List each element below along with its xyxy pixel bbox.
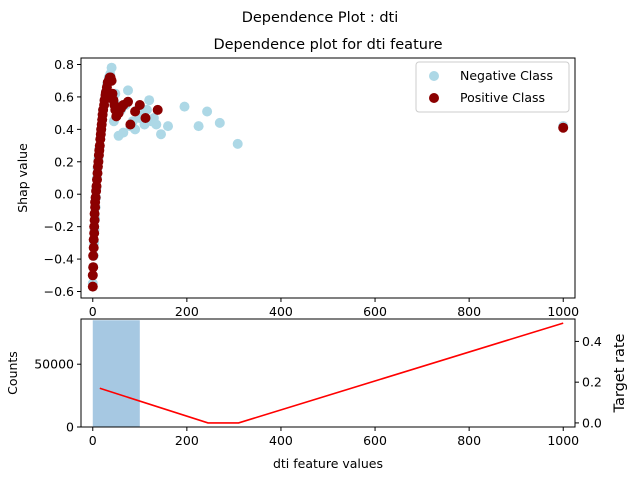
scatter-point-negative: [123, 85, 133, 96]
scatter-point-negative: [214, 117, 225, 128]
scatter-y-tick-label: −0.2: [44, 219, 74, 234]
figure-suptitle: Dependence Plot : dti: [242, 10, 399, 26]
scatter-point-positive: [106, 75, 117, 86]
scatter-point-negative: [141, 104, 152, 115]
scatter-point-negative: [179, 101, 190, 112]
bottom-x-label: dti feature values: [273, 456, 383, 471]
bottom-panel: 0 50000 0.0 0.2 0.4 0 200 400 600 800 1000 Count…: [5, 318, 628, 471]
legend-marker-negative: [429, 71, 439, 81]
legend-box: [415, 61, 570, 113]
scatter-x-tick-label: 800: [457, 304, 481, 319]
scatter-x-tick-label: 1000: [547, 304, 579, 319]
scatter-point-negative: [163, 121, 173, 132]
scatter-x-axis: 0 200 400 600 800 1000: [89, 298, 579, 319]
scatter-y-tick-label: 0.0: [54, 187, 74, 202]
scatter-point-negative: [151, 119, 162, 130]
scatter-point-positive: [134, 100, 145, 110]
legend-label-negative: Negative Class: [460, 68, 553, 83]
scatter-point-positive: [87, 281, 98, 292]
scatter-point-positive: [87, 270, 98, 281]
target-rate-y-tick-label: 0.4: [582, 334, 602, 349]
bottom-x-tick-label: 200: [175, 433, 199, 448]
scatter-y-tick-label: 0.2: [54, 154, 74, 169]
histogram-bars: [92, 320, 140, 427]
scatter-point-negative: [156, 129, 166, 140]
scatter-x-tick-label: 200: [175, 304, 199, 319]
target-rate-y-tick-label: 0.0: [582, 415, 602, 430]
scatter-y-tick-label: 0.4: [54, 122, 74, 137]
bottom-x-tick-label: 0: [89, 433, 97, 448]
legend-label-positive: Positive Class: [460, 90, 545, 105]
scatter-point-positive: [88, 262, 99, 273]
scatter-point-positive: [140, 113, 151, 123]
bottom-x-axis: 0 200 400 600 800 1000: [89, 427, 579, 448]
scatter-point-negative: [106, 62, 117, 73]
bottom-axes-frame: [80, 318, 576, 428]
scatter-point-negative: [118, 127, 129, 138]
scatter-point-negative: [232, 138, 243, 149]
counts-y-tick-label: 50000: [34, 357, 74, 372]
counts-y-label: Counts: [5, 351, 20, 395]
scatter-x-tick-label: 0: [89, 304, 97, 319]
scatter-point-positive: [88, 250, 99, 261]
scatter-point-negative: [202, 106, 213, 117]
target-rate-y-label: Target rate: [612, 333, 628, 413]
scatter-panel: −0.6 −0.4 −0.2 0.0 0.2 0.4 0.6 0.8 0 200 400 600 80…: [15, 57, 579, 319]
target-rate-line: [99, 322, 564, 424]
legend-marker-positive: [429, 93, 439, 103]
scatter-y-tick-label: −0.4: [44, 252, 74, 267]
scatter-point-positive: [152, 104, 163, 115]
scatter-x-tick-label: 600: [363, 304, 387, 319]
target-rate-y-axis: 0.0 0.2 0.4: [575, 334, 602, 430]
scatter-point-negative: [144, 95, 155, 106]
scatter-y-tick-label: −0.6: [44, 284, 74, 299]
legend: Negative Class Positive Class: [415, 61, 570, 113]
scatter-point-positive: [125, 119, 136, 130]
bottom-x-tick-label: 800: [457, 433, 481, 448]
scatter-y-tick-label: 0.6: [54, 89, 74, 104]
scatter-point-positive: [558, 122, 569, 133]
target-rate-y-tick-label: 0.2: [582, 375, 602, 390]
scatter-y-tick-label: 0.8: [54, 57, 74, 72]
scatter-x-tick-label: 400: [269, 304, 293, 319]
bottom-x-tick-label: 600: [363, 433, 387, 448]
counts-y-axis: 0 50000: [34, 357, 81, 435]
scatter-point-positive: [88, 242, 99, 253]
bottom-x-tick-label: 1000: [547, 433, 579, 448]
counts-y-tick-label: 0: [66, 420, 74, 435]
scatter-point-negative: [193, 121, 204, 132]
scatter-points: [87, 62, 569, 292]
bottom-x-tick-label: 400: [269, 433, 293, 448]
target-rate-series: [99, 322, 564, 424]
scatter-title: Dependence plot for dti feature: [213, 37, 442, 53]
scatter-axes-frame: [80, 57, 576, 299]
scatter-point-positive: [123, 96, 133, 107]
histogram-bar: [92, 320, 140, 427]
scatter-y-axis: −0.6 −0.4 −0.2 0.0 0.2 0.4 0.6 0.8: [44, 57, 81, 299]
scatter-y-label: Shap value: [15, 143, 30, 213]
